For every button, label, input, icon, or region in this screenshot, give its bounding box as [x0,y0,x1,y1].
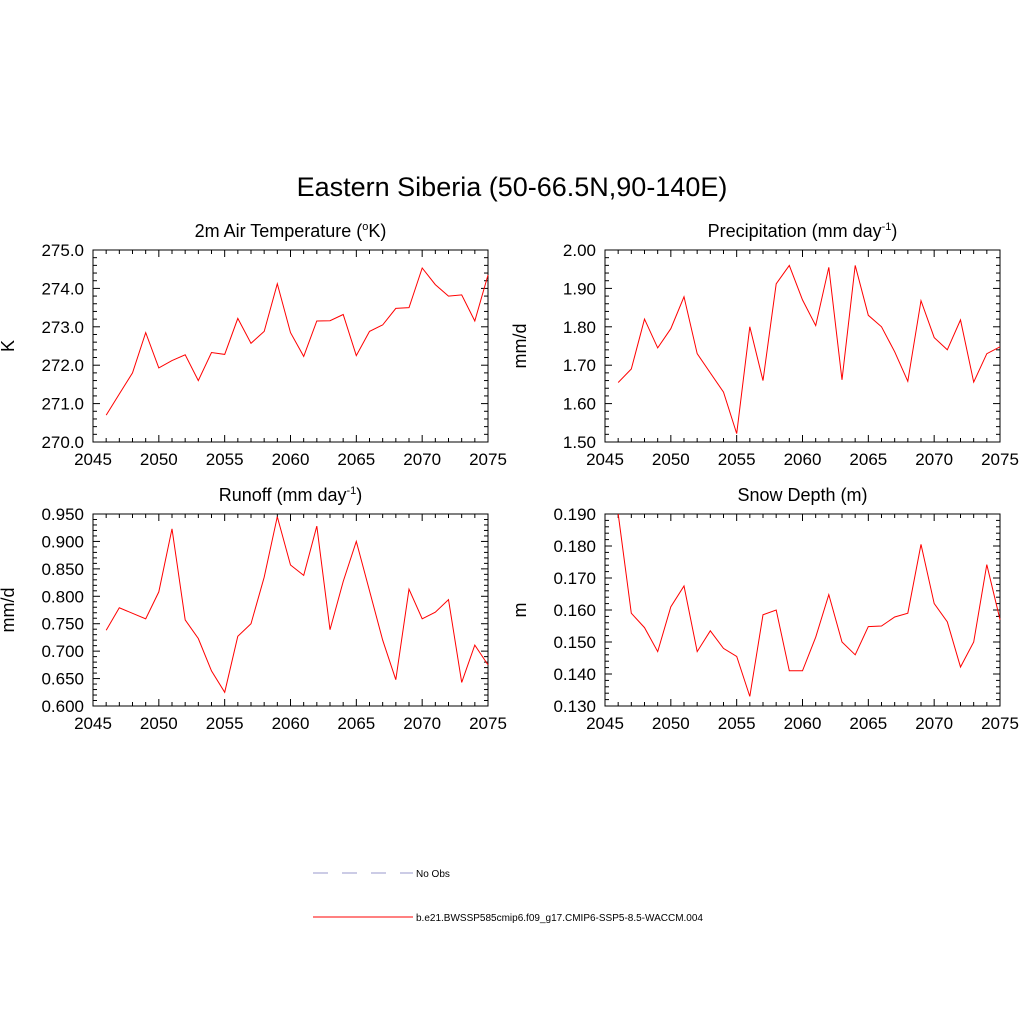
y-tick-label: 0.900 [41,532,84,551]
y-tick-label: 1.60 [563,395,596,414]
chart-precipitation: Precipitation (mm day-1) mm/d 2045 2050 2055… [510,221,1019,469]
chart-title: Snow Depth (m) [737,485,867,505]
legend-no-obs-label: No Obs [416,869,450,880]
y-tick-label: 2.00 [563,241,596,260]
chart-title-suffix: K) [368,221,386,241]
x-tick-label: 2065 [849,450,887,469]
x-tick-label: 2075 [981,714,1019,733]
panels: 2m Air Temperature (oK) K 2045 2050 2055 2060… [0,221,1019,733]
y-tick-label: 0.170 [553,569,596,588]
x-tick-label: 2060 [272,714,310,733]
chart-title: 2m Air Temperature (oK) [195,221,387,241]
series-line-air-temperature [105,266,489,416]
plot-frame [92,513,489,707]
plot-frame [604,249,1001,443]
chart-snow-depth: Snow Depth (m) m 2045 2050 2055 2060 2065 2070 2… [510,485,1019,733]
y-tick-label: 0.150 [553,633,596,652]
y-tick-label: 0.650 [41,670,84,689]
y-axis-label: mm/d [510,324,530,369]
x-tick-label: 2055 [718,714,756,733]
y-tick-label: 0.850 [41,560,84,579]
y-tick-label: 275.0 [41,241,84,260]
chart-title-text: Snow Depth (m) [737,485,867,505]
chart-title-superscript: o [362,221,368,233]
y-tick-label: 273.0 [41,318,84,337]
y-tick-label: 270.0 [41,433,84,452]
y-tick-label: 0.700 [41,642,84,661]
chart-title-superscript: -1 [346,485,356,497]
x-tick-label: 2050 [652,450,690,469]
x-tick-label: 2065 [849,714,887,733]
x-tick-label: 2070 [403,450,441,469]
x-tick-label: 2075 [469,450,507,469]
chart-title-text: 2m Air Temperature ( [195,221,363,241]
x-tick-label: 2045 [586,714,624,733]
legend-model-label: b.e21.BWSSP585cmip6.f09_g17.CMIP6-SSP5-8… [416,913,703,924]
y-tick-label: 272.0 [41,356,84,375]
y-tick-label: 1.50 [563,433,596,452]
x-tick-label: 2045 [74,450,112,469]
x-tick-label: 2070 [915,450,953,469]
y-tick-label: 0.180 [553,537,596,556]
y-tick-label: 0.950 [41,505,84,524]
x-tick-label: 2050 [140,450,178,469]
x-tick-label: 2075 [981,450,1019,469]
y-tick-label: 0.750 [41,615,84,634]
chart-title-suffix: ) [891,221,897,241]
x-tick-label: 2055 [206,450,244,469]
x-tick-label: 2050 [140,714,178,733]
plot-frame [92,249,489,443]
series-line-snow-depth [617,513,1001,697]
chart-title: Runoff (mm day-1) [219,485,363,505]
x-tick-label: 2060 [784,714,822,733]
chart-title-text: Runoff (mm day [219,485,347,505]
x-tick-label: 2045 [586,450,624,469]
y-axis-label: K [0,340,18,352]
x-tick-label: 2060 [272,450,310,469]
y-tick-label: 1.70 [563,356,596,375]
chart-title-text: Precipitation (mm day [708,221,882,241]
y-tick-label: 0.140 [553,665,596,684]
y-tick-label: 0.190 [553,505,596,524]
x-tick-label: 2055 [206,714,244,733]
series-line-runoff [105,516,489,694]
x-tick-label: 2045 [74,714,112,733]
y-tick-label: 1.80 [563,318,596,337]
x-tick-label: 2065 [337,450,375,469]
x-tick-label: 2065 [337,714,375,733]
figure-title: Eastern Siberia (50-66.5N,90-140E) [297,172,728,202]
y-tick-label: 0.130 [553,697,596,716]
chart-title-suffix: ) [356,485,362,505]
plot-frame [604,513,1001,707]
x-tick-label: 2070 [915,714,953,733]
y-tick-label: 0.160 [553,601,596,620]
legend: No Obs b.e21.BWSSP585cmip6.f09_g17.CMIP6… [313,869,703,924]
chart-runoff: Runoff (mm day-1) mm/d 2045 2050 2055 2060 206… [0,485,507,733]
y-tick-label: 274.0 [41,279,84,298]
y-tick-label: 1.90 [563,279,596,298]
y-axis-label: m [510,603,530,618]
chart-air-temperature: 2m Air Temperature (oK) K 2045 2050 2055 2060… [0,221,507,469]
chart-title-superscript: -1 [882,221,892,233]
y-axis-label: mm/d [0,588,18,633]
x-tick-label: 2055 [718,450,756,469]
chart-title: Precipitation (mm day-1) [708,221,898,241]
x-tick-label: 2070 [403,714,441,733]
y-tick-label: 271.0 [41,395,84,414]
x-tick-label: 2060 [784,450,822,469]
y-tick-label: 0.600 [41,697,84,716]
series-line-precipitation [617,264,1001,434]
y-tick-label: 0.800 [41,587,84,606]
x-tick-label: 2050 [652,714,690,733]
x-tick-label: 2075 [469,714,507,733]
